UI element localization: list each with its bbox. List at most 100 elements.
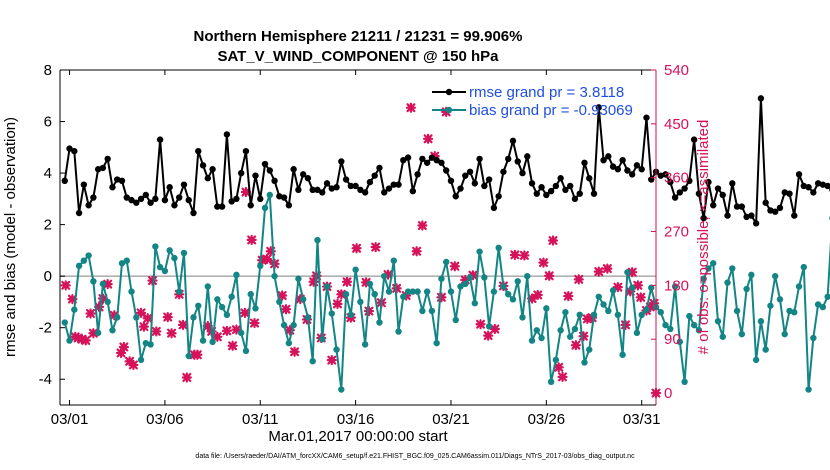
bias-point [476, 248, 483, 255]
rmse-point [600, 156, 607, 164]
bias-point [423, 288, 431, 295]
rmse-point [171, 202, 178, 209]
obs-count-marker [277, 290, 288, 301]
obs-count-point [526, 293, 538, 304]
rmse-point [614, 166, 622, 173]
rmse-point [409, 187, 417, 195]
bias-point [576, 311, 583, 319]
rmse-point [710, 202, 717, 209]
rmse-point [705, 178, 712, 186]
bias-point [814, 301, 822, 308]
obs-count-point [212, 331, 223, 342]
bias-point [228, 293, 235, 300]
bias-point [605, 307, 612, 315]
bias-point [595, 293, 602, 300]
rmse-point [147, 199, 154, 206]
bias-point [99, 280, 107, 288]
rmse-point [667, 178, 674, 186]
obs-count-marker [76, 334, 88, 345]
rmse-point [528, 180, 536, 187]
chart-subtitle: SAT_V_WIND_COMPONENT @ 150 hPa [217, 48, 499, 65]
rmse-point [509, 137, 517, 145]
rmse-point [514, 158, 521, 165]
obs-count-marker [417, 220, 428, 231]
bias-point [566, 333, 574, 340]
bias-point [609, 287, 617, 294]
bias-point [600, 301, 607, 308]
obs-count-point [284, 325, 295, 336]
bias-point [514, 278, 521, 285]
obs-count-point [326, 355, 337, 366]
rmse-point [476, 155, 483, 163]
obs-count-marker [532, 289, 543, 301]
bias-point [738, 330, 746, 338]
rmse-point [595, 104, 602, 111]
bias-point [705, 265, 712, 272]
obs-count-marker [231, 324, 242, 335]
y-right-tick-label: 360 [664, 170, 689, 187]
x-axis-label: Mar.01,2017 00:00:00 start [268, 428, 448, 445]
rmse-point [547, 187, 555, 195]
obs-count-marker [587, 312, 598, 323]
rmse-point [285, 202, 293, 209]
bias-point [433, 339, 440, 347]
obs-count-point [417, 220, 428, 231]
bias-point [261, 204, 269, 212]
bias-point [299, 296, 307, 303]
bias-point [352, 266, 359, 273]
x-tick-label: 03/11 [242, 411, 278, 428]
obs-count-point [177, 319, 189, 330]
rmse-point [438, 159, 445, 166]
rmse-point [533, 190, 540, 197]
bias-point [781, 330, 788, 338]
rmse-point [247, 202, 254, 209]
obs-count-marker [240, 186, 252, 198]
obs-count-marker [538, 257, 549, 268]
obs-count-point [118, 341, 129, 353]
obs-count-marker [553, 362, 564, 373]
rmse-point [772, 208, 779, 215]
rmse-point [543, 191, 550, 199]
rmse-point [738, 203, 746, 210]
bias-point [252, 305, 259, 312]
obs-count-point [261, 253, 273, 265]
y-tick-label: 8 [44, 62, 52, 79]
obs-count-point [441, 106, 452, 117]
obs-count-marker [85, 308, 96, 319]
obs-count-marker [257, 255, 268, 266]
rmse-point [85, 202, 92, 209]
bias-point [447, 288, 455, 295]
obs-count-point [336, 289, 347, 300]
bias-point [152, 243, 159, 250]
rmse-point [280, 194, 288, 201]
bias-point [686, 312, 693, 320]
rmse-point [662, 171, 669, 178]
obs-count-marker [88, 328, 99, 339]
rmse-point [204, 175, 212, 182]
bias-point [338, 386, 345, 393]
obs-count-marker [526, 293, 538, 304]
rmse-point [500, 168, 507, 175]
obs-count-point [557, 371, 568, 382]
obs-count-point [135, 307, 147, 318]
obs-count-marker [162, 311, 173, 323]
bias-point [309, 357, 316, 365]
obs-count-point [509, 249, 520, 260]
rmse-point [66, 145, 73, 152]
rmse-point [271, 177, 278, 185]
bias-point [109, 327, 116, 334]
rmse-point [423, 159, 431, 166]
bias-point [428, 307, 436, 315]
obs-count-marker [102, 279, 113, 290]
rmse-point [118, 177, 126, 185]
obs-count-marker [341, 276, 353, 287]
bias-point [104, 298, 111, 306]
bias-point [85, 252, 92, 259]
bias-point [304, 314, 312, 321]
obs-count-marker [308, 276, 319, 287]
rmse-point [61, 177, 68, 185]
obs-count-point [239, 307, 251, 318]
obs-count-point [602, 263, 613, 274]
y-tick-label: 4 [44, 165, 52, 182]
obs-count-marker [625, 286, 636, 297]
